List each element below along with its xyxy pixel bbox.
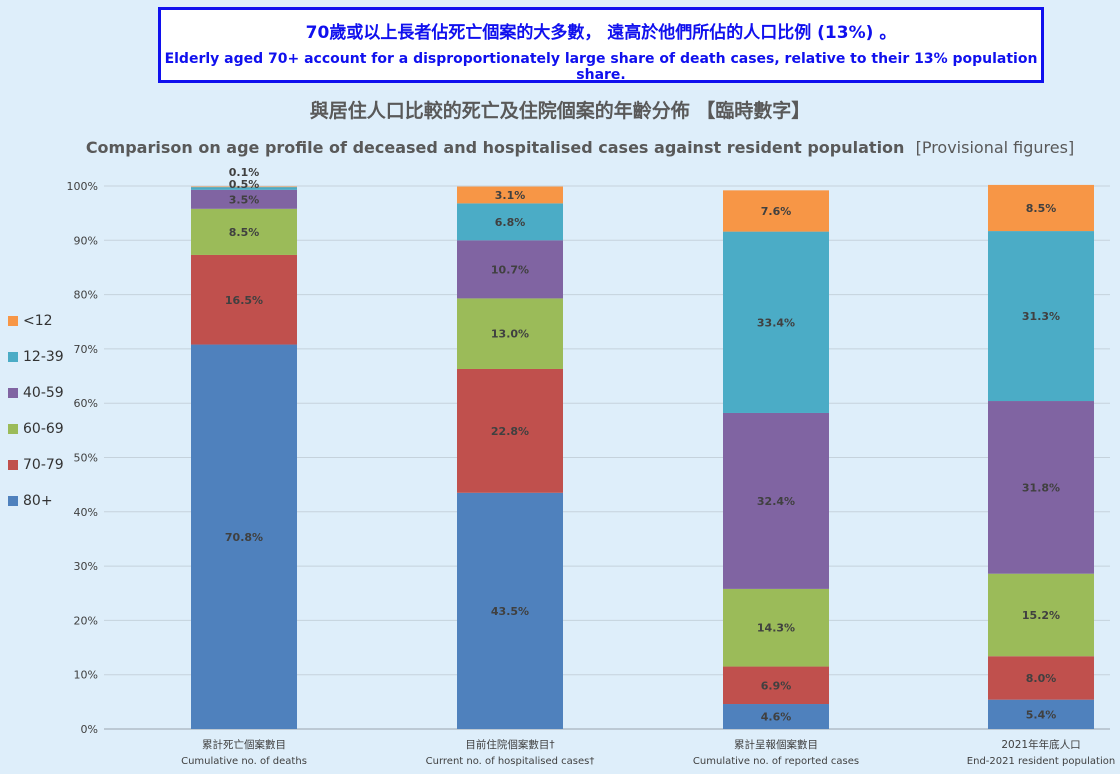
legend-swatch (8, 352, 18, 362)
bar-segment (723, 231, 829, 413)
bar-segment (191, 254, 297, 345)
bar-segment (457, 368, 563, 493)
data-label: 8.5% (1026, 202, 1057, 215)
bar-segment (723, 704, 829, 729)
data-label: 33.4% (757, 316, 795, 329)
bar-segment (988, 573, 1094, 657)
y-tick-label: 30% (74, 560, 98, 573)
legend-item: <12 (8, 303, 64, 339)
y-tick-label: 90% (74, 234, 98, 247)
y-tick-label: 60% (74, 397, 98, 410)
y-tick-label: 50% (74, 452, 98, 465)
y-tick-label: 100% (67, 180, 98, 193)
data-label: 4.6% (761, 711, 792, 724)
data-label: 15.2% (1022, 609, 1060, 622)
provisional-note: [Provisional figures] (915, 138, 1075, 157)
legend-label: 70-79 (23, 457, 64, 473)
bar-segment (191, 186, 297, 188)
bar-segment (457, 298, 563, 369)
x-tick-label-en: Current no. of hospitalised cases† (426, 756, 595, 767)
data-label: 8.5% (229, 226, 260, 239)
legend-swatch (8, 460, 18, 470)
bar-segment (723, 412, 829, 589)
y-tick-label: 10% (74, 669, 98, 682)
y-tick-label: 0% (81, 723, 98, 736)
data-label: 6.9% (761, 679, 792, 692)
chart-title-en: Comparison on age profile of deceased an… (0, 138, 1120, 157)
bar-segment (191, 189, 297, 209)
headline-banner: 70歲或以上長者佔死亡個案的大多數， 遠高於他們所佔的人口比例 (13%) 。 … (158, 7, 1044, 83)
data-label: 3.1% (495, 189, 526, 202)
headline-zh: 70歲或以上長者佔死亡個案的大多數， 遠高於他們所佔的人口比例 (13%) 。 (305, 23, 897, 43)
x-tick-label-zh: 累計死亡個案數目 (202, 738, 286, 751)
x-tick-label-en: Cumulative no. of deaths (181, 756, 307, 767)
legend-swatch (8, 496, 18, 506)
bar-segment (457, 203, 563, 241)
data-label: 0.5% (229, 178, 260, 191)
x-tick-label-en: Cumulative no. of reported cases (693, 756, 859, 767)
bar-segment (988, 401, 1094, 574)
legend-label: <12 (23, 313, 53, 329)
data-label: 13.0% (491, 328, 529, 341)
data-label: 32.4% (757, 495, 795, 508)
legend-item: 40-59 (8, 375, 64, 411)
bar-segment (723, 588, 829, 667)
data-label: 5.4% (1026, 708, 1057, 721)
legend-item: 12-39 (8, 339, 64, 375)
data-label: 3.5% (229, 193, 260, 206)
y-tick-label: 20% (74, 614, 98, 627)
legend-swatch (8, 424, 18, 434)
bar-segment (723, 190, 829, 232)
legend-item: 80+ (8, 483, 64, 519)
data-label: 22.8% (491, 425, 529, 438)
x-tick-label-zh: 目前住院個案數目† (465, 738, 554, 751)
legend: <12 12-39 40-59 60-69 70-79 80+ (8, 303, 64, 519)
data-label: 10.7% (491, 263, 529, 276)
data-label: 7.6% (761, 205, 792, 218)
data-label: 8.0% (1026, 672, 1057, 685)
data-label: 14.3% (757, 622, 795, 635)
y-tick-label: 70% (74, 343, 98, 356)
x-tick-label-en: End-2021 resident population (967, 756, 1115, 767)
legend-item: 60-69 (8, 411, 64, 447)
bar-segment (191, 208, 297, 255)
bar-segment (988, 699, 1094, 729)
data-label: 31.8% (1022, 481, 1060, 494)
x-tick-label-zh: 2021年年底人口 (1001, 738, 1080, 751)
data-label: 0.1% (229, 166, 260, 179)
legend-label: 80+ (23, 493, 53, 509)
bar-segment (457, 240, 563, 299)
data-label: 70.8% (225, 531, 263, 544)
data-label: 31.3% (1022, 310, 1060, 323)
bar-segment (988, 184, 1094, 232)
y-tick-label: 40% (74, 506, 98, 519)
bar-segment (988, 231, 1094, 402)
legend-label: 40-59 (23, 385, 64, 401)
legend-swatch (8, 388, 18, 398)
bar-segment (457, 492, 563, 729)
legend-swatch (8, 316, 18, 326)
y-tick-label: 80% (74, 289, 98, 302)
chart-subtitle: Comparison on age profile of deceased an… (85, 138, 905, 157)
legend-label: 12-39 (23, 349, 64, 365)
bar-segment (191, 344, 297, 729)
data-label: 16.5% (225, 294, 263, 307)
legend-item: 70-79 (8, 447, 64, 483)
bar-segment (988, 656, 1094, 700)
data-label: 43.5% (491, 605, 529, 618)
data-label: 6.8% (495, 216, 526, 229)
bar-segment (457, 186, 563, 204)
chart-title-zh: 與居住人口比較的死亡及住院個案的年齡分佈 【臨時數字】 (309, 100, 811, 122)
headline-en: Elderly aged 70+ account for a dispropor… (164, 51, 1038, 83)
bar-segment (723, 666, 829, 705)
bar-segment (191, 187, 297, 190)
x-tick-label-zh: 累計呈報個案數目 (734, 738, 818, 751)
legend-label: 60-69 (23, 421, 64, 437)
